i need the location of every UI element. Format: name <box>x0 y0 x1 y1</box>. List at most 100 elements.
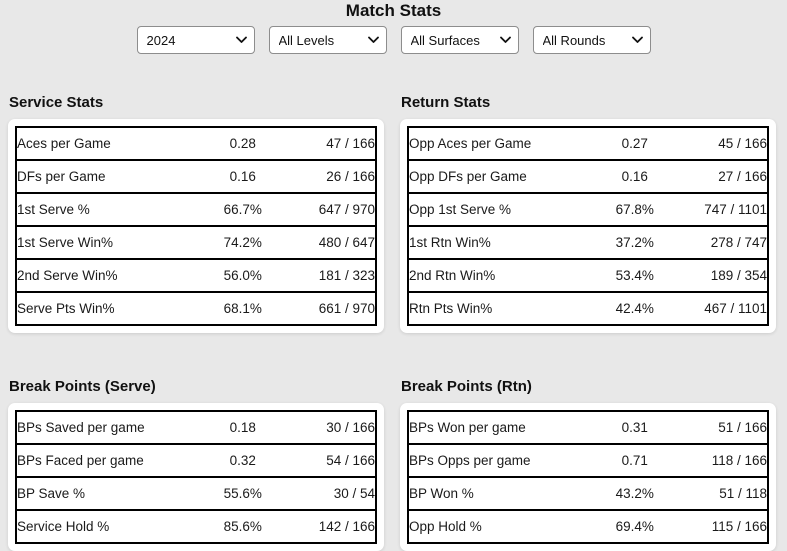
stat-label: BPs Opps per game <box>408 443 588 477</box>
stat-fraction: 118 / 166 <box>681 443 768 477</box>
stat-value: 0.18 <box>229 420 256 435</box>
level-filter-wrap: All Levels <box>268 26 387 54</box>
stat-fraction: 142 / 166 <box>289 509 376 543</box>
stat-value: 0.27 <box>621 136 648 151</box>
stat-label: 1st Serve % <box>16 192 196 226</box>
table-row: BP Won % 43.2% 51 / 118 <box>408 476 768 510</box>
break-points-serve-table: BPs Saved per game 0.18 30 / 166 BPs Fac… <box>15 410 377 544</box>
stat-fraction: 661 / 970 <box>289 291 376 325</box>
stat-value: 0.71 <box>588 443 682 477</box>
level-filter-select[interactable]: All Levels <box>268 26 387 54</box>
stat-value: 37.2% <box>588 225 682 259</box>
table-row: DFs per Game 0.16 26 / 166 <box>16 159 376 193</box>
stat-fraction: 647 / 970 <box>289 192 376 226</box>
page-title: Match Stats <box>345 1 442 20</box>
service-stats-section: Service Stats Aces per Game 0.28 47 / 16… <box>8 94 384 333</box>
stat-value: 85.6% <box>196 509 290 543</box>
stat-fraction: 278 / 747 <box>681 225 768 259</box>
break-points-rtn-section: Break Points (Rtn) BPs Won per game 0.31… <box>400 378 776 551</box>
stat-label: Opp 1st Serve % <box>408 192 588 226</box>
stat-value: 43.2% <box>588 476 682 510</box>
table-row: BPs Faced per game 0.32 54 / 166 <box>16 443 376 477</box>
stat-value: 0.32 <box>196 443 290 477</box>
break-points-serve-card: BPs Saved per game 0.18 30 / 166 BPs Fac… <box>8 403 384 551</box>
table-row: Serve Pts Win% 68.1% 661 / 970 <box>16 291 376 325</box>
break-points-serve-section: Break Points (Serve) BPs Saved per game … <box>8 378 384 551</box>
stat-value: 0.16 <box>588 159 682 193</box>
break-points-rtn-card: BPs Won per game 0.31 51 / 166 BPs Opps … <box>400 403 776 551</box>
stat-fraction: 51 / 166 <box>718 420 767 435</box>
stat-fraction: 30 / 166 <box>326 420 375 435</box>
stat-value: 67.8% <box>588 192 682 226</box>
round-filter-wrap: All Rounds <box>532 26 651 54</box>
table-row: Service Hold % 85.6% 142 / 166 <box>16 509 376 543</box>
table-row: BPs Won per game 0.31 51 / 166 <box>408 411 768 444</box>
stat-fraction: 480 / 647 <box>289 225 376 259</box>
stat-value: 53.4% <box>588 258 682 292</box>
service-stats-card: Aces per Game 0.28 47 / 166 DFs per Game… <box>8 119 384 333</box>
surface-filter-wrap: All Surfaces <box>400 26 519 54</box>
table-row: BP Save % 55.6% 30 / 54 <box>16 476 376 510</box>
stat-label: Service Hold % <box>16 509 196 543</box>
service-stats-table: Aces per Game 0.28 47 / 166 DFs per Game… <box>15 126 377 326</box>
stat-label: Opp Aces per Game <box>409 136 532 151</box>
stat-fraction: 189 / 354 <box>681 258 768 292</box>
stat-value: 0.16 <box>196 159 290 193</box>
break-points-serve-title: Break Points (Serve) <box>9 378 156 395</box>
stat-value: 66.7% <box>196 192 290 226</box>
stat-value: 0.28 <box>229 136 256 151</box>
stat-label: BPs Faced per game <box>16 443 196 477</box>
table-row: 1st Serve % 66.7% 647 / 970 <box>16 192 376 226</box>
table-row: 1st Serve Win% 74.2% 480 / 647 <box>16 225 376 259</box>
stat-fraction: 30 / 54 <box>289 476 376 510</box>
table-row: BPs Opps per game 0.71 118 / 166 <box>408 443 768 477</box>
table-row: BPs Saved per game 0.18 30 / 166 <box>16 411 376 444</box>
table-row: 1st Rtn Win% 37.2% 278 / 747 <box>408 225 768 259</box>
stat-label: Aces per Game <box>17 136 111 151</box>
round-filter-select[interactable]: All Rounds <box>532 26 651 54</box>
stat-fraction: 47 / 166 <box>326 136 375 151</box>
stat-fraction: 27 / 166 <box>681 159 768 193</box>
surface-filter-select[interactable]: All Surfaces <box>400 26 519 54</box>
return-stats-card: Opp Aces per Game 0.27 45 / 166 Opp DFs … <box>400 119 776 333</box>
table-row: Aces per Game 0.28 47 / 166 <box>16 127 376 160</box>
stat-value: 74.2% <box>196 225 290 259</box>
service-stats-title: Service Stats <box>9 94 104 111</box>
table-row: Rtn Pts Win% 42.4% 467 / 1101 <box>408 291 768 325</box>
stat-fraction: 747 / 1101 <box>681 192 768 226</box>
stat-fraction: 51 / 118 <box>681 476 768 510</box>
table-row: Opp DFs per Game 0.16 27 / 166 <box>408 159 768 193</box>
stat-fraction: 467 / 1101 <box>681 291 768 325</box>
table-row: 2nd Serve Win% 56.0% 181 / 323 <box>16 258 376 292</box>
stat-value: 68.1% <box>196 291 290 325</box>
stat-label: Serve Pts Win% <box>16 291 196 325</box>
stat-label: BPs Saved per game <box>17 420 145 435</box>
stats-grid: Service Stats Aces per Game 0.28 47 / 16… <box>0 94 787 551</box>
stat-label: BP Won % <box>408 476 588 510</box>
stat-label: Rtn Pts Win% <box>408 291 588 325</box>
year-filter-select[interactable]: 2024 <box>136 26 255 54</box>
stat-label: Opp Hold % <box>408 509 588 543</box>
stat-label: DFs per Game <box>16 159 196 193</box>
stat-value: 55.6% <box>196 476 290 510</box>
stat-label: BP Save % <box>16 476 196 510</box>
stat-value: 42.4% <box>588 291 682 325</box>
break-points-rtn-table: BPs Won per game 0.31 51 / 166 BPs Opps … <box>407 410 769 544</box>
stat-fraction: 26 / 166 <box>289 159 376 193</box>
table-row: 2nd Rtn Win% 53.4% 189 / 354 <box>408 258 768 292</box>
break-points-rtn-title: Break Points (Rtn) <box>401 378 532 395</box>
return-stats-title: Return Stats <box>401 94 491 111</box>
stat-fraction: 45 / 166 <box>718 136 767 151</box>
table-row: Opp 1st Serve % 67.8% 747 / 1101 <box>408 192 768 226</box>
stat-label: 2nd Serve Win% <box>16 258 196 292</box>
stat-fraction: 54 / 166 <box>289 443 376 477</box>
stat-label: 1st Rtn Win% <box>408 225 588 259</box>
stat-value: 69.4% <box>588 509 682 543</box>
year-filter-wrap: 2024 <box>136 26 255 54</box>
stat-fraction: 181 / 323 <box>289 258 376 292</box>
stat-fraction: 115 / 166 <box>681 509 768 543</box>
return-stats-table: Opp Aces per Game 0.27 45 / 166 Opp DFs … <box>407 126 769 326</box>
stat-label: BPs Won per game <box>409 420 526 435</box>
stat-label: Opp DFs per Game <box>408 159 588 193</box>
